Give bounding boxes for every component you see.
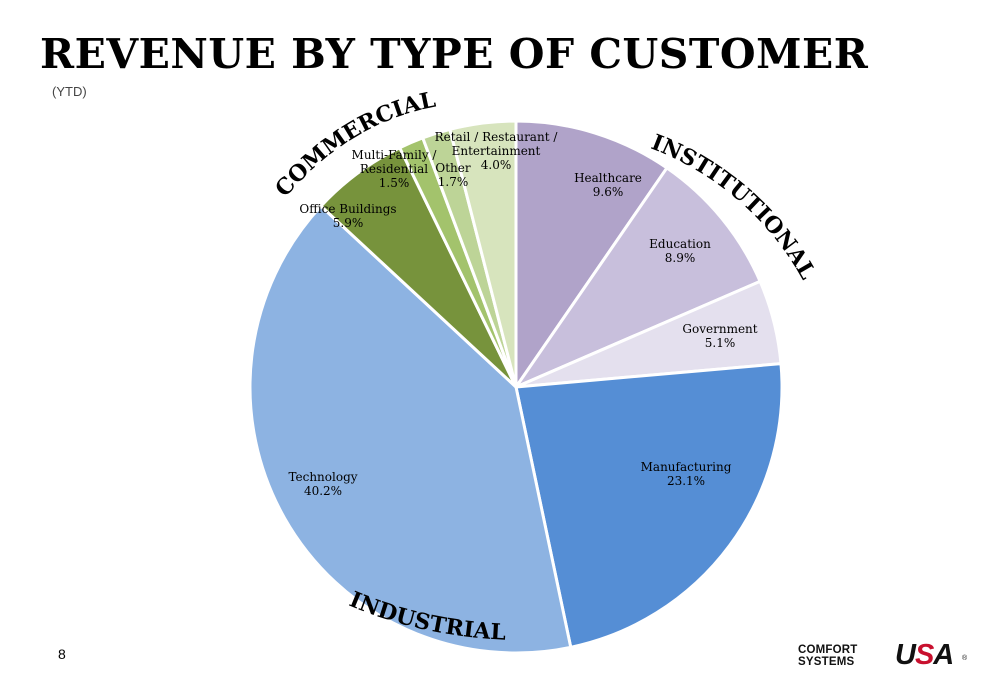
slice-label-technology: Technology 40.2% bbox=[288, 470, 357, 498]
logo-u: U bbox=[895, 639, 916, 671]
logo-s: S bbox=[914, 639, 934, 671]
registered-mark: ® bbox=[962, 655, 968, 662]
slice-label-manufacturing: Manufacturing 23.1% bbox=[641, 460, 732, 488]
company-logo: COMFORT SYSTEMS USA ® bbox=[798, 640, 968, 674]
slice-labels: Healthcare 9.6% Education 8.9% Government 5.1… bbox=[288, 130, 757, 498]
slice-label-office-buildings: Office Buildings 5.9% bbox=[299, 202, 396, 230]
logo-usa-mark: USA bbox=[895, 639, 954, 671]
slice-label-retail-restaurant-entertainment: Retail / Restaurant / Entertainment 4.0% bbox=[435, 130, 559, 172]
page-subtitle: (YTD) bbox=[52, 84, 87, 99]
pie-slice-retail-restaurant-entertainment bbox=[448, 119, 518, 389]
pie-slices bbox=[248, 119, 784, 655]
page-title: REVENUE BY TYPE OF CUSTOMER bbox=[40, 30, 869, 78]
pie-slice-manufacturing bbox=[514, 362, 784, 649]
page-number: 8 bbox=[58, 646, 66, 662]
slice-label-other: Other 1.7% bbox=[435, 161, 470, 189]
logo-wordmark: COMFORT SYSTEMS bbox=[798, 644, 858, 668]
slice-label-education: Education 8.9% bbox=[649, 237, 711, 265]
slice-label-healthcare: Healthcare 9.6% bbox=[574, 171, 642, 199]
logo-line-2: SYSTEMS bbox=[798, 655, 855, 668]
logo-a: A bbox=[933, 639, 954, 671]
slice-label-multi-family-residential: Multi-Family / Residential 1.5% bbox=[352, 148, 438, 190]
pie-slice-healthcare bbox=[514, 119, 669, 389]
pie-slice-education bbox=[514, 166, 762, 389]
logo-line-1: COMFORT bbox=[798, 644, 858, 656]
pie-slice-technology bbox=[248, 204, 573, 655]
slice-label-government: Government 5.1% bbox=[682, 322, 757, 350]
